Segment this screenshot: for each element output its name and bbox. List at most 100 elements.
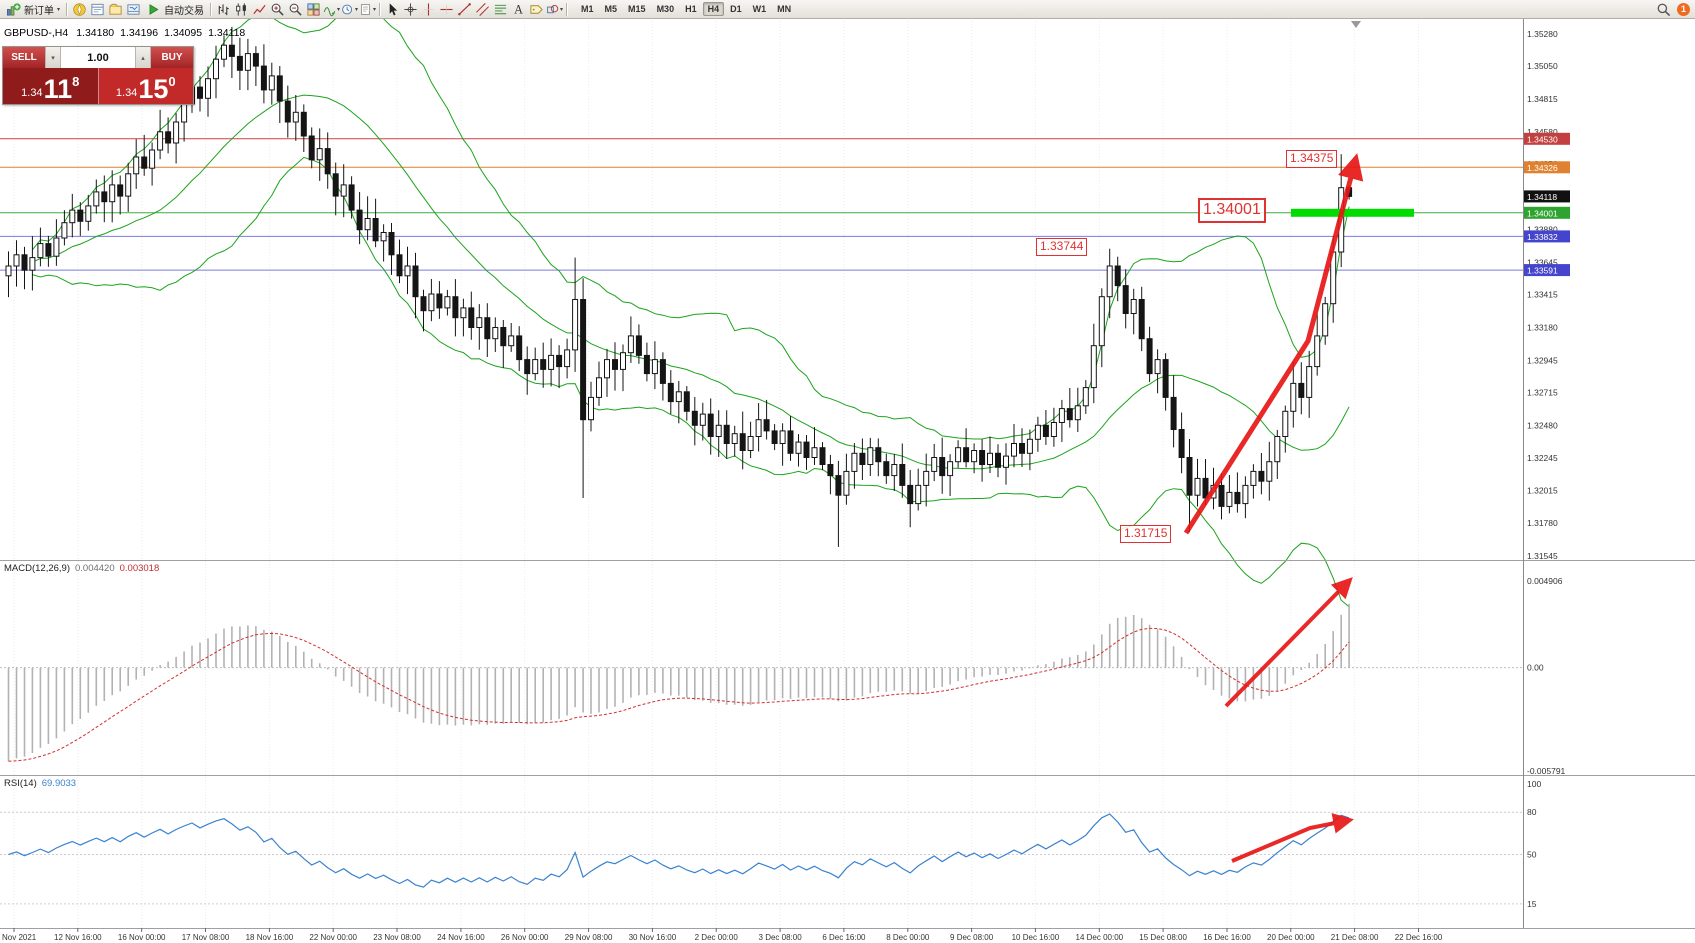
price-scale-label: 1.32480 <box>1527 420 1558 430</box>
search-icon[interactable] <box>1655 1 1672 17</box>
buy-price-prefix: 1.34 <box>115 87 138 99</box>
templates-icon[interactable]: ▾ <box>359 1 376 17</box>
svg-text:1.34530: 1.34530 <box>1527 134 1558 144</box>
macd-signal-line <box>8 627 1350 762</box>
toolbar-separator <box>379 2 382 16</box>
horizontal-line-icon[interactable] <box>438 1 455 17</box>
candlestick-chart-icon[interactable] <box>233 1 250 17</box>
zoom-out-icon[interactable] <box>287 1 304 17</box>
crosshair-icon[interactable] <box>402 1 419 17</box>
timeframe-M5[interactable]: M5 <box>604 4 618 14</box>
auto-trading-icon <box>145 1 162 17</box>
cursor-icon[interactable] <box>384 1 401 17</box>
new-order-button[interactable]: 新订单 ▾ <box>2 1 63 17</box>
time-axis-label: 3 Dec 08:00 <box>759 933 803 942</box>
timeframe-H4[interactable]: H4 <box>702 2 725 16</box>
toolbar-separator <box>66 2 69 16</box>
trade-price-row: 1.34 11 8 1.34 15 0 <box>3 68 193 104</box>
time-axis-label: 16 Nov 00:00 <box>118 933 166 942</box>
svg-text:1.33832: 1.33832 <box>1527 232 1558 242</box>
price-callout-1.33744[interactable]: 1.33744 <box>1036 238 1088 256</box>
chevron-down-icon: ▾ <box>355 6 359 13</box>
terminal-icon[interactable] <box>125 1 142 17</box>
chart-shift-marker[interactable] <box>1351 21 1361 28</box>
svg-text:1.33591: 1.33591 <box>1527 266 1558 276</box>
timeframe-MN[interactable]: MN <box>777 4 792 14</box>
lot-increase-button[interactable]: ▴ <box>135 47 151 68</box>
trend-arrow-macd[interactable] <box>1224 577 1353 708</box>
fibonacci-icon[interactable] <box>492 1 509 17</box>
channel-icon[interactable] <box>474 1 491 17</box>
line-chart-icon[interactable] <box>251 1 268 17</box>
shapes-icon[interactable]: ▾ <box>546 1 563 17</box>
navigator-icon[interactable] <box>107 1 124 17</box>
macd-scale-max: 0.004906 <box>1527 576 1563 586</box>
notification-badge[interactable]: 1 <box>1677 2 1690 16</box>
lot-size-input[interactable] <box>61 47 135 68</box>
buy-button[interactable]: BUY <box>151 47 193 68</box>
rsi-label: RSI(14) <box>4 778 37 789</box>
toolbar-separator <box>210 2 213 16</box>
toolbar-drawing-icon-group: A ▾ <box>384 1 563 17</box>
ohlc-close: 1.34118 <box>208 27 246 39</box>
rsi-scale-label: 15 <box>1527 899 1537 909</box>
bar-chart-icon[interactable] <box>215 1 232 17</box>
time-axis-label: Nov 2021 <box>2 933 37 942</box>
zoom-in-icon[interactable] <box>269 1 286 17</box>
time-axis-label: 15 Dec 08:00 <box>1139 933 1187 942</box>
price-scale-label: 1.31780 <box>1527 518 1558 528</box>
toolbar-separator <box>566 2 569 16</box>
indicators-icon[interactable]: ▾ <box>323 1 340 17</box>
rsi-scale-label: 50 <box>1527 850 1537 860</box>
time-axis-label: 30 Nov 16:00 <box>629 933 677 942</box>
rsi-value: 69.9033 <box>41 778 77 789</box>
price-callout-1.31715[interactable]: 1.31715 <box>1120 525 1172 543</box>
price-tag-1.34326: 1.34326 <box>1524 161 1570 174</box>
vertical-line-icon[interactable] <box>420 1 437 17</box>
rsi-scale-label: 100 <box>1527 779 1541 789</box>
timeframe-H1[interactable]: H1 <box>685 4 697 14</box>
tile-windows-icon[interactable] <box>305 1 322 17</box>
time-axis-label: 16 Dec 16:00 <box>1203 933 1251 942</box>
lot-decrease-button[interactable]: ▾ <box>45 47 61 68</box>
timeframe-M15[interactable]: M15 <box>628 4 646 14</box>
chevron-down-icon: ▾ <box>373 6 377 13</box>
auto-trading-label: 自动交易 <box>164 5 205 17</box>
symbols-icon[interactable] <box>71 1 88 17</box>
timeframe-M30[interactable]: M30 <box>656 4 675 14</box>
periods-icon[interactable]: ▾ <box>341 1 358 17</box>
time-axis-label: 12 Nov 16:00 <box>54 933 102 942</box>
sell-button[interactable]: SELL <box>3 47 45 68</box>
timeframe-W1[interactable]: W1 <box>752 4 767 14</box>
timeframe-M1[interactable]: M1 <box>581 4 594 14</box>
price-tag-1.34001: 1.34001 <box>1524 206 1570 219</box>
market-watch-icon[interactable] <box>89 1 106 17</box>
toolbar-right-group: 1 <box>1655 1 1693 17</box>
trend-arrow-main[interactable] <box>1183 153 1364 535</box>
auto-trading-button[interactable]: 自动交易 <box>142 1 207 17</box>
highlight-zone[interactable] <box>1291 208 1414 217</box>
price-callout-1.34001[interactable]: 1.34001 <box>1198 198 1266 223</box>
buy-price-display[interactable]: 1.34 15 0 <box>98 68 193 104</box>
price-scale-label: 1.32715 <box>1527 388 1558 398</box>
trade-controls-row: SELL ▾ ▴ BUY <box>3 47 193 68</box>
rsi-scale-label: 80 <box>1527 807 1537 817</box>
trend-arrow-rsi[interactable] <box>1231 813 1354 863</box>
timeframe-D1[interactable]: D1 <box>730 4 742 14</box>
ohlc-low: 1.34095 <box>164 27 203 39</box>
price-callout-1.34375[interactable]: 1.34375 <box>1286 150 1338 168</box>
price-scale-label: 1.34815 <box>1527 94 1558 104</box>
trendline-icon[interactable] <box>456 1 473 17</box>
svg-text:1.34326: 1.34326 <box>1527 163 1558 173</box>
chevron-down-icon: ▾ <box>560 6 564 13</box>
sell-price-display[interactable]: 1.34 11 8 <box>3 68 99 104</box>
buy-price-main: 15 <box>138 74 169 104</box>
label-icon[interactable] <box>528 1 545 17</box>
text-icon[interactable]: A <box>510 1 527 17</box>
svg-text:1.34118: 1.34118 <box>1527 192 1557 202</box>
price-scale-label: 1.35280 <box>1527 29 1558 39</box>
price-scale-label: 1.33880 <box>1527 225 1558 235</box>
new-order-icon <box>5 1 22 17</box>
